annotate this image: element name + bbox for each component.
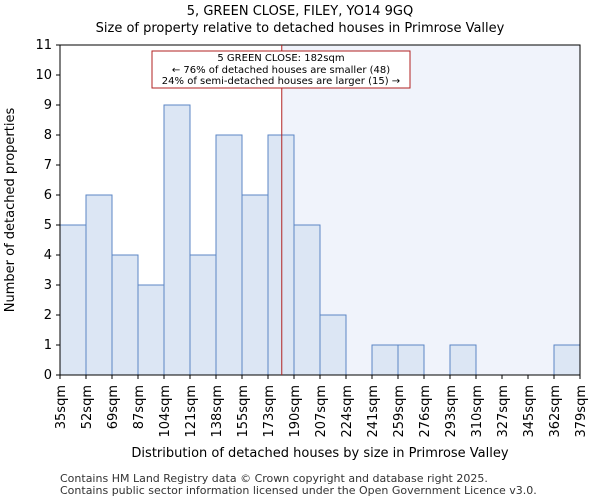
x-tick-label: 310sqm	[470, 385, 485, 438]
y-tick-label: 3	[44, 278, 52, 293]
x-tick-label: 155sqm	[236, 385, 251, 438]
x-tick-label: 121sqm	[184, 385, 199, 438]
y-tick-label: 4	[44, 248, 52, 263]
x-tick-label: 69sqm	[106, 385, 121, 429]
y-tick-label: 1	[44, 338, 52, 353]
bar	[553, 344, 581, 376]
annotation-line-3: 24% of semi-detached houses are larger (…	[162, 76, 400, 87]
x-tick-label: 327sqm	[496, 385, 511, 438]
x-tick-label: 379sqm	[574, 385, 589, 438]
bar	[137, 284, 165, 376]
y-axis: 0 1 2 3 4 5 6 7 8 9 10 11	[35, 38, 60, 383]
y-tick-label: 2	[44, 308, 52, 323]
bar	[163, 104, 191, 376]
y-axis-label: Number of detached properties	[3, 108, 18, 313]
bar	[85, 194, 113, 376]
y-tick-label: 0	[44, 368, 52, 383]
bar	[189, 254, 217, 376]
chart-subtitle: Size of property relative to detached ho…	[96, 21, 505, 36]
bar	[449, 344, 477, 376]
bars-group	[59, 104, 581, 376]
bar	[111, 254, 139, 376]
bar	[59, 224, 87, 376]
y-tick-label: 7	[44, 158, 52, 173]
x-tick-label: 52sqm	[80, 385, 95, 429]
x-tick-label: 362sqm	[548, 385, 563, 438]
bar	[293, 224, 321, 376]
bar	[241, 194, 269, 376]
x-axis-label: Distribution of detached houses by size …	[131, 446, 508, 461]
x-tick-label: 173sqm	[262, 385, 277, 438]
y-tick-label: 11	[35, 38, 52, 53]
bar	[397, 344, 425, 376]
x-tick-label: 35sqm	[54, 385, 69, 429]
x-tick-label: 224sqm	[340, 385, 355, 438]
y-tick-label: 5	[44, 218, 52, 233]
annotation-box: 5 GREEN CLOSE: 182sqm ← 76% of detached …	[151, 50, 411, 89]
bar	[371, 344, 399, 376]
bar	[319, 314, 347, 376]
x-tick-label: 241sqm	[366, 385, 381, 438]
y-tick-label: 6	[44, 188, 52, 203]
annotation-frame	[151, 50, 411, 89]
annotation-line-2: ← 76% of detached houses are smaller (48…	[172, 65, 390, 76]
y-tick-label: 9	[44, 98, 52, 113]
x-tick-label: 207sqm	[314, 385, 329, 438]
x-tick-label: 104sqm	[158, 385, 173, 438]
x-tick-label: 138sqm	[210, 385, 225, 438]
bar	[215, 134, 243, 376]
x-tick-label: 190sqm	[288, 385, 303, 438]
x-tick-label: 259sqm	[392, 385, 407, 438]
x-tick-label: 87sqm	[132, 385, 147, 429]
y-tick-label: 8	[44, 128, 52, 143]
footer-line-2: Contains public sector information licen…	[60, 484, 537, 497]
x-tick-label: 345sqm	[522, 385, 537, 438]
x-tick-label: 293sqm	[444, 385, 459, 438]
chart-title: 5, GREEN CLOSE, FILEY, YO14 9GQ	[187, 4, 413, 19]
annotation-line-1: 5 GREEN CLOSE: 182sqm	[217, 53, 344, 64]
y-tick-label: 10	[35, 68, 52, 83]
x-axis: 35sqm 52sqm 69sqm 87sqm 104sqm 121sqm 138sqm 15…	[54, 375, 589, 438]
bar	[267, 134, 295, 376]
x-tick-label: 276sqm	[418, 385, 433, 438]
footer-line-1: Contains HM Land Registry data © Crown c…	[60, 472, 488, 485]
